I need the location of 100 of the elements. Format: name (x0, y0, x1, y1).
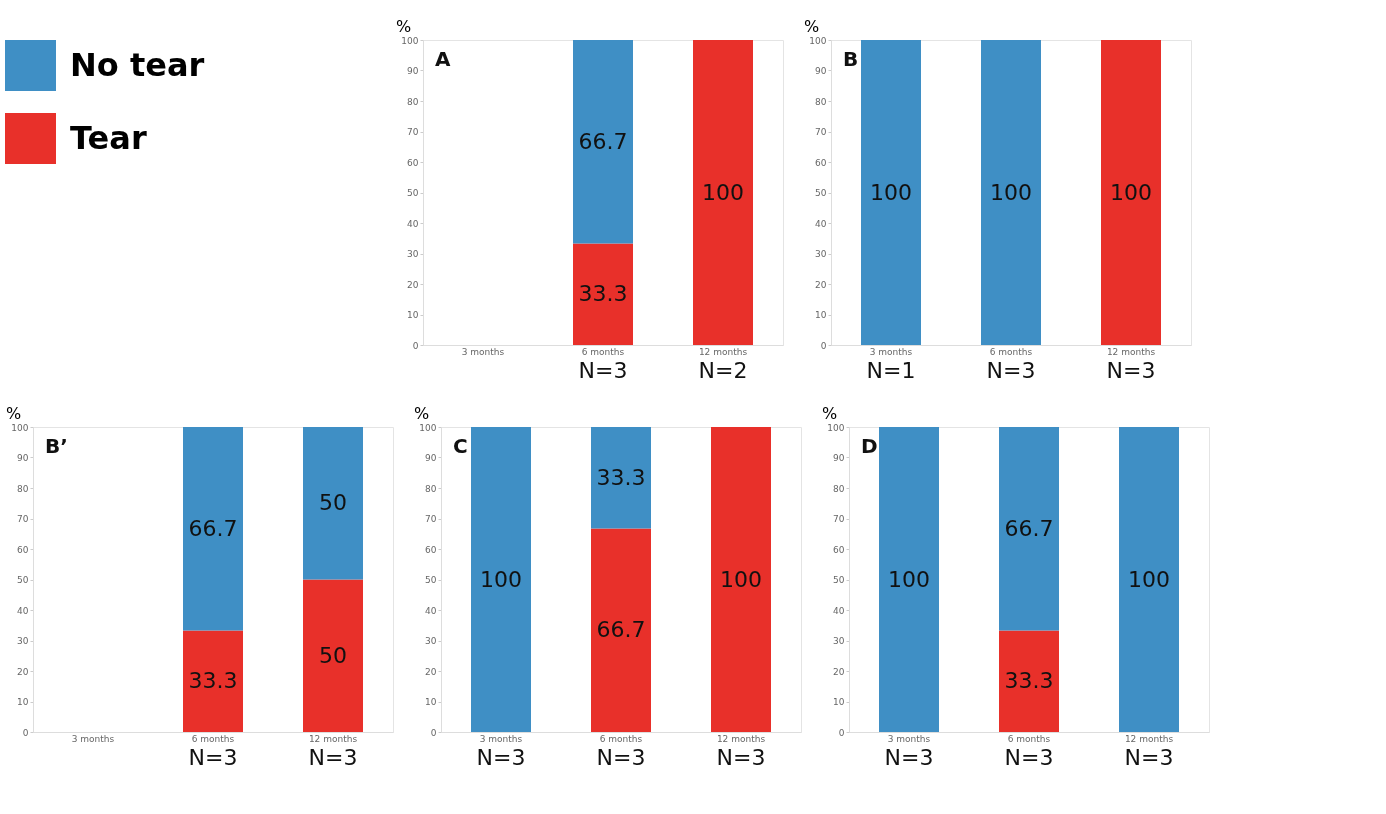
x-tick-label: 6 months (191, 733, 235, 744)
legend-label: Tear (70, 118, 147, 157)
text: N=3 (308, 745, 358, 770)
y-tick-label: 70 (815, 127, 827, 137)
data-label: 100 (990, 179, 1032, 205)
y-tick-label: 100 (11, 422, 29, 433)
y-axis-title: % (5, 403, 22, 423)
x-tick-label: 3 months (869, 346, 913, 357)
x-tick-label: 12 months (716, 733, 766, 744)
chart-title: D (861, 434, 878, 458)
y-tick-label: 0 (838, 727, 845, 738)
bar (183, 630, 243, 732)
x-tick-label: 12 months (1106, 346, 1156, 357)
data-label: 100 (1128, 566, 1170, 592)
y-tick-label: 100 (809, 35, 827, 46)
text: N=3 (1106, 358, 1156, 383)
y-tick-label: 100 (401, 35, 419, 46)
y-tick-label: 10 (17, 697, 29, 707)
text: N=1 (866, 358, 916, 383)
y-tick-label: 80 (815, 96, 827, 107)
x-tick-label: 6 months (581, 346, 625, 357)
chart-title: A (435, 47, 451, 71)
y-tick-label: 70 (17, 514, 29, 524)
y-tick-label: 50 (815, 188, 827, 198)
y-tick-label: 40 (815, 218, 827, 229)
data-label: 33.3 (188, 668, 238, 694)
y-tick-label: 30 (17, 636, 29, 646)
y-axis-title: % (821, 403, 838, 423)
y-tick-label: 30 (425, 636, 437, 646)
data-label: 50 (319, 490, 347, 516)
x-tick-label: 12 months (1124, 733, 1174, 744)
y-tick-label: 90 (425, 453, 437, 463)
y-axis-title: % (395, 16, 412, 36)
y-tick-label: 80 (17, 483, 29, 494)
y-tick-label: 50 (17, 575, 29, 585)
y-tick-label: 40 (425, 605, 437, 616)
bar (183, 427, 243, 631)
y-tick-label: 60 (425, 544, 437, 555)
text: N=3 (986, 358, 1036, 383)
y-tick-label: 50 (425, 575, 437, 585)
y-tick-label: 20 (17, 666, 29, 677)
y-tick-label: 30 (833, 636, 845, 646)
data-label: 100 (702, 179, 744, 205)
y-tick-label: 70 (425, 514, 437, 524)
data-label: 33.3 (1004, 668, 1054, 694)
y-tick-label: 30 (407, 249, 419, 259)
data-label: 100 (870, 179, 912, 205)
text: N=3 (578, 358, 628, 383)
bar (303, 579, 363, 732)
y-axis-title: % (803, 16, 820, 36)
y-tick-label: 40 (17, 605, 29, 616)
chart-title: B’ (45, 434, 68, 458)
x-tick-label: 3 months (71, 733, 115, 744)
data-label: 33.3 (596, 464, 646, 490)
x-tick-label: 6 months (599, 733, 643, 744)
data-label: 66.7 (188, 515, 238, 541)
y-tick-label: 90 (833, 453, 845, 463)
y-tick-label: 60 (833, 544, 845, 555)
y-tick-label: 90 (17, 453, 29, 463)
y-tick-label: 0 (412, 340, 419, 351)
text: N=3 (1124, 745, 1174, 770)
y-tick-label: 80 (833, 483, 845, 494)
x-tick-label: 6 months (989, 346, 1033, 357)
y-tick-label: 20 (425, 666, 437, 677)
y-tick-label: 100 (419, 422, 437, 433)
y-tick-label: 40 (833, 605, 845, 616)
chart-title: B (843, 47, 859, 71)
x-tick-label: 3 months (461, 346, 505, 357)
y-tick-label: 60 (17, 544, 29, 555)
text: N=3 (884, 745, 934, 770)
y-tick-label: 60 (815, 157, 827, 168)
data-label: 33.3 (578, 281, 628, 307)
y-tick-label: 80 (407, 96, 419, 107)
y-tick-label: 10 (815, 310, 827, 320)
y-tick-label: 10 (425, 697, 437, 707)
y-tick-label: 0 (820, 340, 827, 351)
y-tick-label: 20 (407, 279, 419, 290)
x-tick-label: 6 months (1007, 733, 1051, 744)
data-label: 100 (480, 566, 522, 592)
x-tick-label: 3 months (479, 733, 523, 744)
x-tick-label: 3 months (887, 733, 931, 744)
y-tick-label: 20 (833, 666, 845, 677)
data-label: 100 (1110, 179, 1152, 205)
data-label: 66.7 (596, 617, 646, 643)
y-tick-label: 0 (430, 727, 437, 738)
text: N=3 (1004, 745, 1054, 770)
data-label: 66.7 (1004, 515, 1054, 541)
y-tick-label: 20 (815, 279, 827, 290)
y-tick-label: 10 (833, 697, 845, 707)
y-tick-label: 90 (407, 66, 419, 76)
text: N=3 (188, 745, 238, 770)
data-label: 100 (720, 566, 762, 592)
text: N=3 (716, 745, 766, 770)
y-tick-label: 30 (815, 249, 827, 259)
data-label: 66.7 (578, 128, 628, 154)
x-tick-label: 12 months (698, 346, 748, 357)
chart-title: C (453, 434, 468, 458)
y-tick-label: 60 (407, 157, 419, 168)
y-tick-label: 100 (827, 422, 845, 433)
y-tick-label: 70 (407, 127, 419, 137)
